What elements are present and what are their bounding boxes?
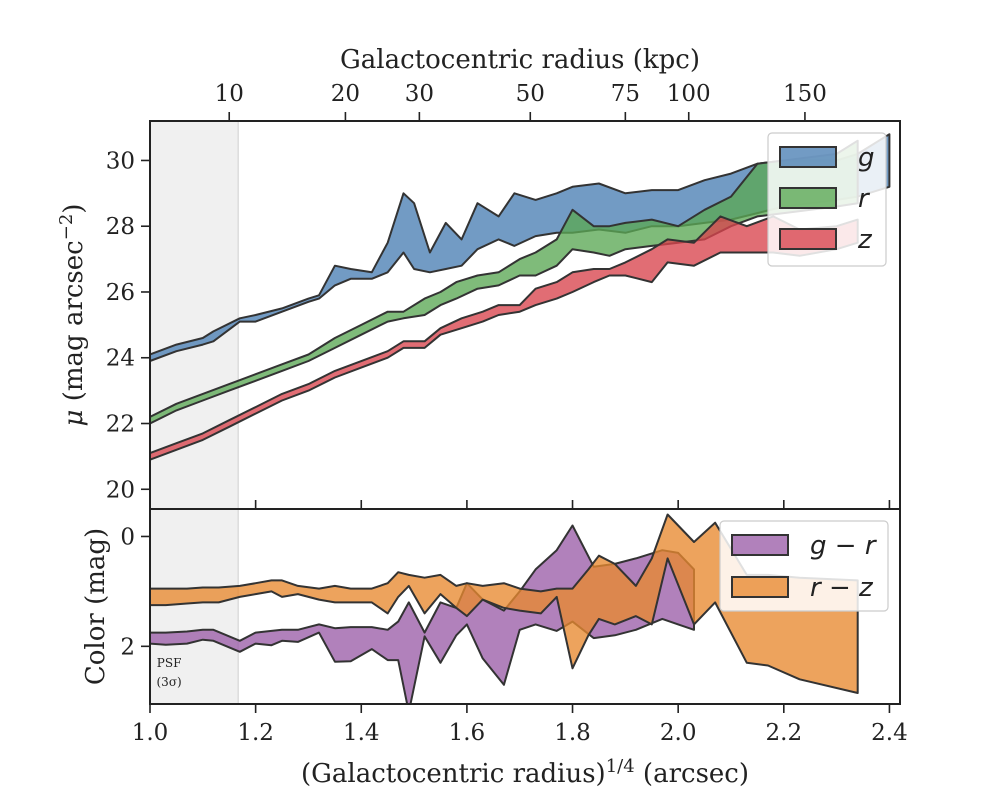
y-tick-label: 28 [106, 214, 135, 240]
y-tick-label: 26 [106, 280, 135, 306]
x-tick-label: 2.0 [660, 720, 697, 746]
legend-swatch-g [779, 146, 837, 168]
legend-bands: grz [767, 132, 887, 267]
y-tick-label: 24 [106, 346, 135, 372]
legend-label-r-z: r − z [810, 573, 874, 603]
xlabel-unit: (arcsec) [635, 759, 749, 789]
kpc-tick-label: 30 [405, 81, 434, 107]
surface-brightness-panel: 20 22 24 26 28 30 10 20 30 50 75 100 150 Galactocen… [56, 45, 901, 510]
psf-shaded-region [150, 509, 239, 704]
y-tick-label: 30 [106, 148, 135, 174]
y-axis-label: μ (mag arcsec−2) [56, 204, 89, 427]
ylabel-close: ) [59, 204, 89, 214]
psf-label: PSF [157, 656, 182, 670]
y-tick-label: 2 [120, 634, 135, 660]
legend-label-z: z [857, 225, 873, 255]
psf-sublabel: (3σ) [157, 675, 182, 689]
ylabel-unit: (mag arcsec [59, 240, 89, 409]
legend-swatch-g-r [731, 534, 789, 556]
x-axis-label: (Galactocentric radius)1/4 (arcsec) [301, 756, 749, 789]
color-axis-label: Color (mag) [81, 528, 111, 685]
ylabel-exponent: −2 [56, 214, 77, 241]
x-tick-label: 1.8 [554, 720, 591, 746]
kpc-tick-label: 75 [611, 81, 640, 107]
xlabel-main: (Galactocentric radius) [301, 759, 606, 789]
x-tick-label: 2.4 [871, 720, 908, 746]
psf-shaded-region [150, 121, 239, 509]
kpc-tick-label: 10 [215, 81, 244, 107]
x-tick-label: 1.2 [237, 720, 274, 746]
bottom-panel-frame [149, 508, 901, 705]
x-tick-label: 1.0 [132, 720, 169, 746]
color-panel: 0 2 1.0 1.2 1.4 1.6 1.8 2.0 2.2 2.4 PSF (3σ) Col… [81, 508, 908, 789]
top-axis-label: Galactocentric radius (kpc) [340, 45, 700, 75]
x-tick-label: 1.6 [449, 720, 486, 746]
y-tick-label: 0 [120, 524, 135, 550]
kpc-tick-label: 100 [667, 81, 711, 107]
kpc-tick-label: 150 [783, 81, 827, 107]
legend-swatch-z [779, 228, 837, 250]
band-g [150, 133, 891, 362]
kpc-tick-label: 50 [516, 81, 545, 107]
legend-label-r: r [858, 184, 871, 214]
y-tick-label: 20 [106, 477, 135, 503]
kpc-tick-label: 20 [331, 81, 360, 107]
ylabel-symbol: μ [59, 410, 89, 427]
legend-label-g-r: g − r [810, 531, 878, 561]
legend-colors: g − r r − z [719, 520, 889, 612]
x-tick-label: 2.2 [766, 720, 803, 746]
x-tick-label: 1.4 [343, 720, 380, 746]
xlabel-exponent: 1/4 [606, 756, 635, 777]
y-tick-label: 22 [106, 412, 135, 438]
legend-label-g: g [858, 143, 875, 173]
legend-swatch-r [779, 187, 837, 209]
legend-swatch-r-z [731, 576, 789, 598]
